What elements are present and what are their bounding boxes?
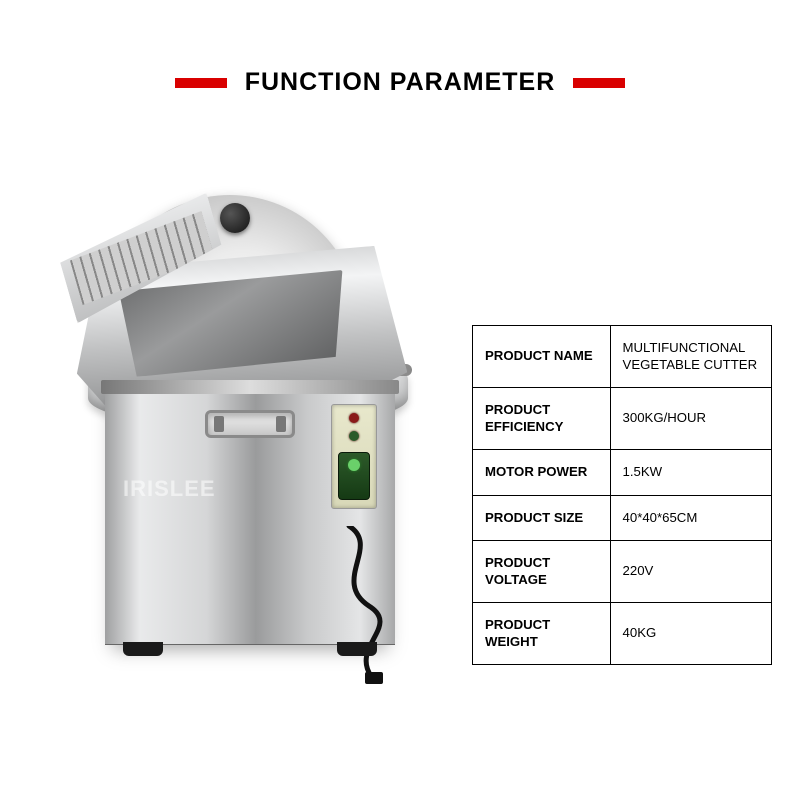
table-row: PRODUCT SIZE 40*40*65CM: [473, 495, 772, 541]
spec-table: PRODUCT NAME MULTIFUNCTIONAL VEGETABLE C…: [472, 325, 772, 665]
adjust-knob: [220, 203, 250, 233]
spec-label: PRODUCT WEIGHT: [473, 603, 611, 665]
carry-handle: [205, 410, 295, 438]
spec-label: PRODUCT SIZE: [473, 495, 611, 541]
indicator-green-icon: [349, 431, 359, 441]
spec-table-body: PRODUCT NAME MULTIFUNCTIONAL VEGETABLE C…: [473, 326, 772, 665]
spec-label: MOTOR POWER: [473, 450, 611, 496]
brand-watermark: IRISLEE: [123, 476, 216, 502]
power-cord-icon: [341, 526, 401, 686]
table-row: PRODUCT VOLTAGE 220V: [473, 541, 772, 603]
base-top-trim: [101, 380, 399, 394]
spec-label: PRODUCT NAME: [473, 326, 611, 388]
table-row: PRODUCT NAME MULTIFUNCTIONAL VEGETABLE C…: [473, 326, 772, 388]
machine-base: IRISLEE: [105, 385, 395, 645]
spec-label: PRODUCT EFFICIENCY: [473, 388, 611, 450]
spec-value: MULTIFUNCTIONAL VEGETABLE CUTTER: [610, 326, 771, 388]
control-panel: [331, 404, 377, 509]
section-header: FUNCTION PARAMETER: [0, 68, 800, 97]
table-row: PRODUCT EFFICIENCY 300KG/HOUR: [473, 388, 772, 450]
content-area: IRISLEE PRODUCT NAME MULTIFUNCTIONAL VEG…: [0, 130, 800, 690]
spec-value: 40*40*65CM: [610, 495, 771, 541]
accent-bar-right: [573, 78, 625, 88]
spec-value: 40KG: [610, 603, 771, 665]
spec-label: PRODUCT VOLTAGE: [473, 541, 611, 603]
spec-value: 300KG/HOUR: [610, 388, 771, 450]
indicator-red-icon: [349, 413, 359, 423]
accent-bar-left: [175, 78, 227, 88]
power-switch-icon: [338, 452, 370, 500]
spec-value: 1.5KW: [610, 450, 771, 496]
product-illustration: IRISLEE: [20, 155, 460, 675]
table-row: MOTOR POWER 1.5KW: [473, 450, 772, 496]
section-title: FUNCTION PARAMETER: [245, 68, 556, 97]
table-row: PRODUCT WEIGHT 40KG: [473, 603, 772, 665]
spec-value: 220V: [610, 541, 771, 603]
